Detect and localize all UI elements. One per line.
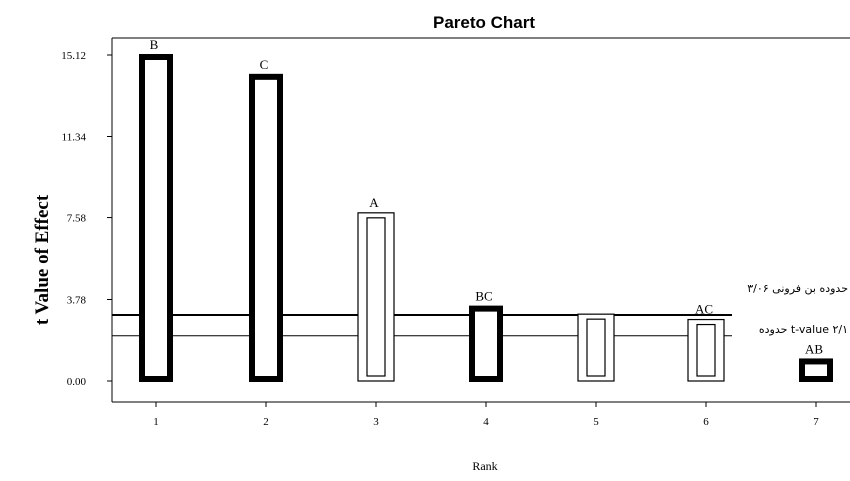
y-axis-label: t Value of Effect (32, 194, 53, 325)
bar-label: AC (695, 302, 713, 317)
y-tick-label: 3.78 (67, 295, 87, 307)
bar-inner-outline (366, 217, 386, 377)
bar-inner-outline (586, 318, 606, 377)
x-tick-label: 4 (483, 416, 489, 428)
bar-label: B (150, 37, 159, 52)
bonferroni-limit-label: حدوده بن فرونی ۳/۰۶ (747, 282, 848, 295)
bar (139, 54, 173, 382)
y-tick-label: 7.58 (67, 213, 87, 225)
y-tick-label: 0.00 (67, 376, 87, 388)
x-tick-label: 7 (813, 416, 819, 428)
bar-inner-outline (696, 323, 716, 377)
y-tick-label: 11.34 (62, 132, 87, 144)
x-tick-label: 5 (593, 416, 599, 428)
x-axis-label: Rank (472, 459, 497, 473)
chart-title: Pareto Chart (433, 13, 535, 32)
x-tick-label: 2 (263, 416, 269, 428)
bar-label: C (260, 57, 269, 72)
bar (469, 305, 503, 382)
x-tick-label: 1 (153, 416, 159, 428)
t-value-limit-label: حدوده t-value ۲/۱ (759, 323, 848, 336)
y-tick-label: 15.12 (61, 50, 86, 62)
x-tick-label: 6 (703, 416, 709, 428)
bar-label: A (369, 195, 379, 210)
x-tick-label: 3 (373, 416, 379, 428)
bar (249, 73, 283, 383)
bar-label: AB (805, 341, 823, 356)
plot-area: 0.00 3.78 7.58 11.34 15.12 حدوده بن فرونی ۳/۰… (61, 37, 850, 428)
bar-label: BC (475, 289, 492, 304)
bar (799, 358, 833, 382)
